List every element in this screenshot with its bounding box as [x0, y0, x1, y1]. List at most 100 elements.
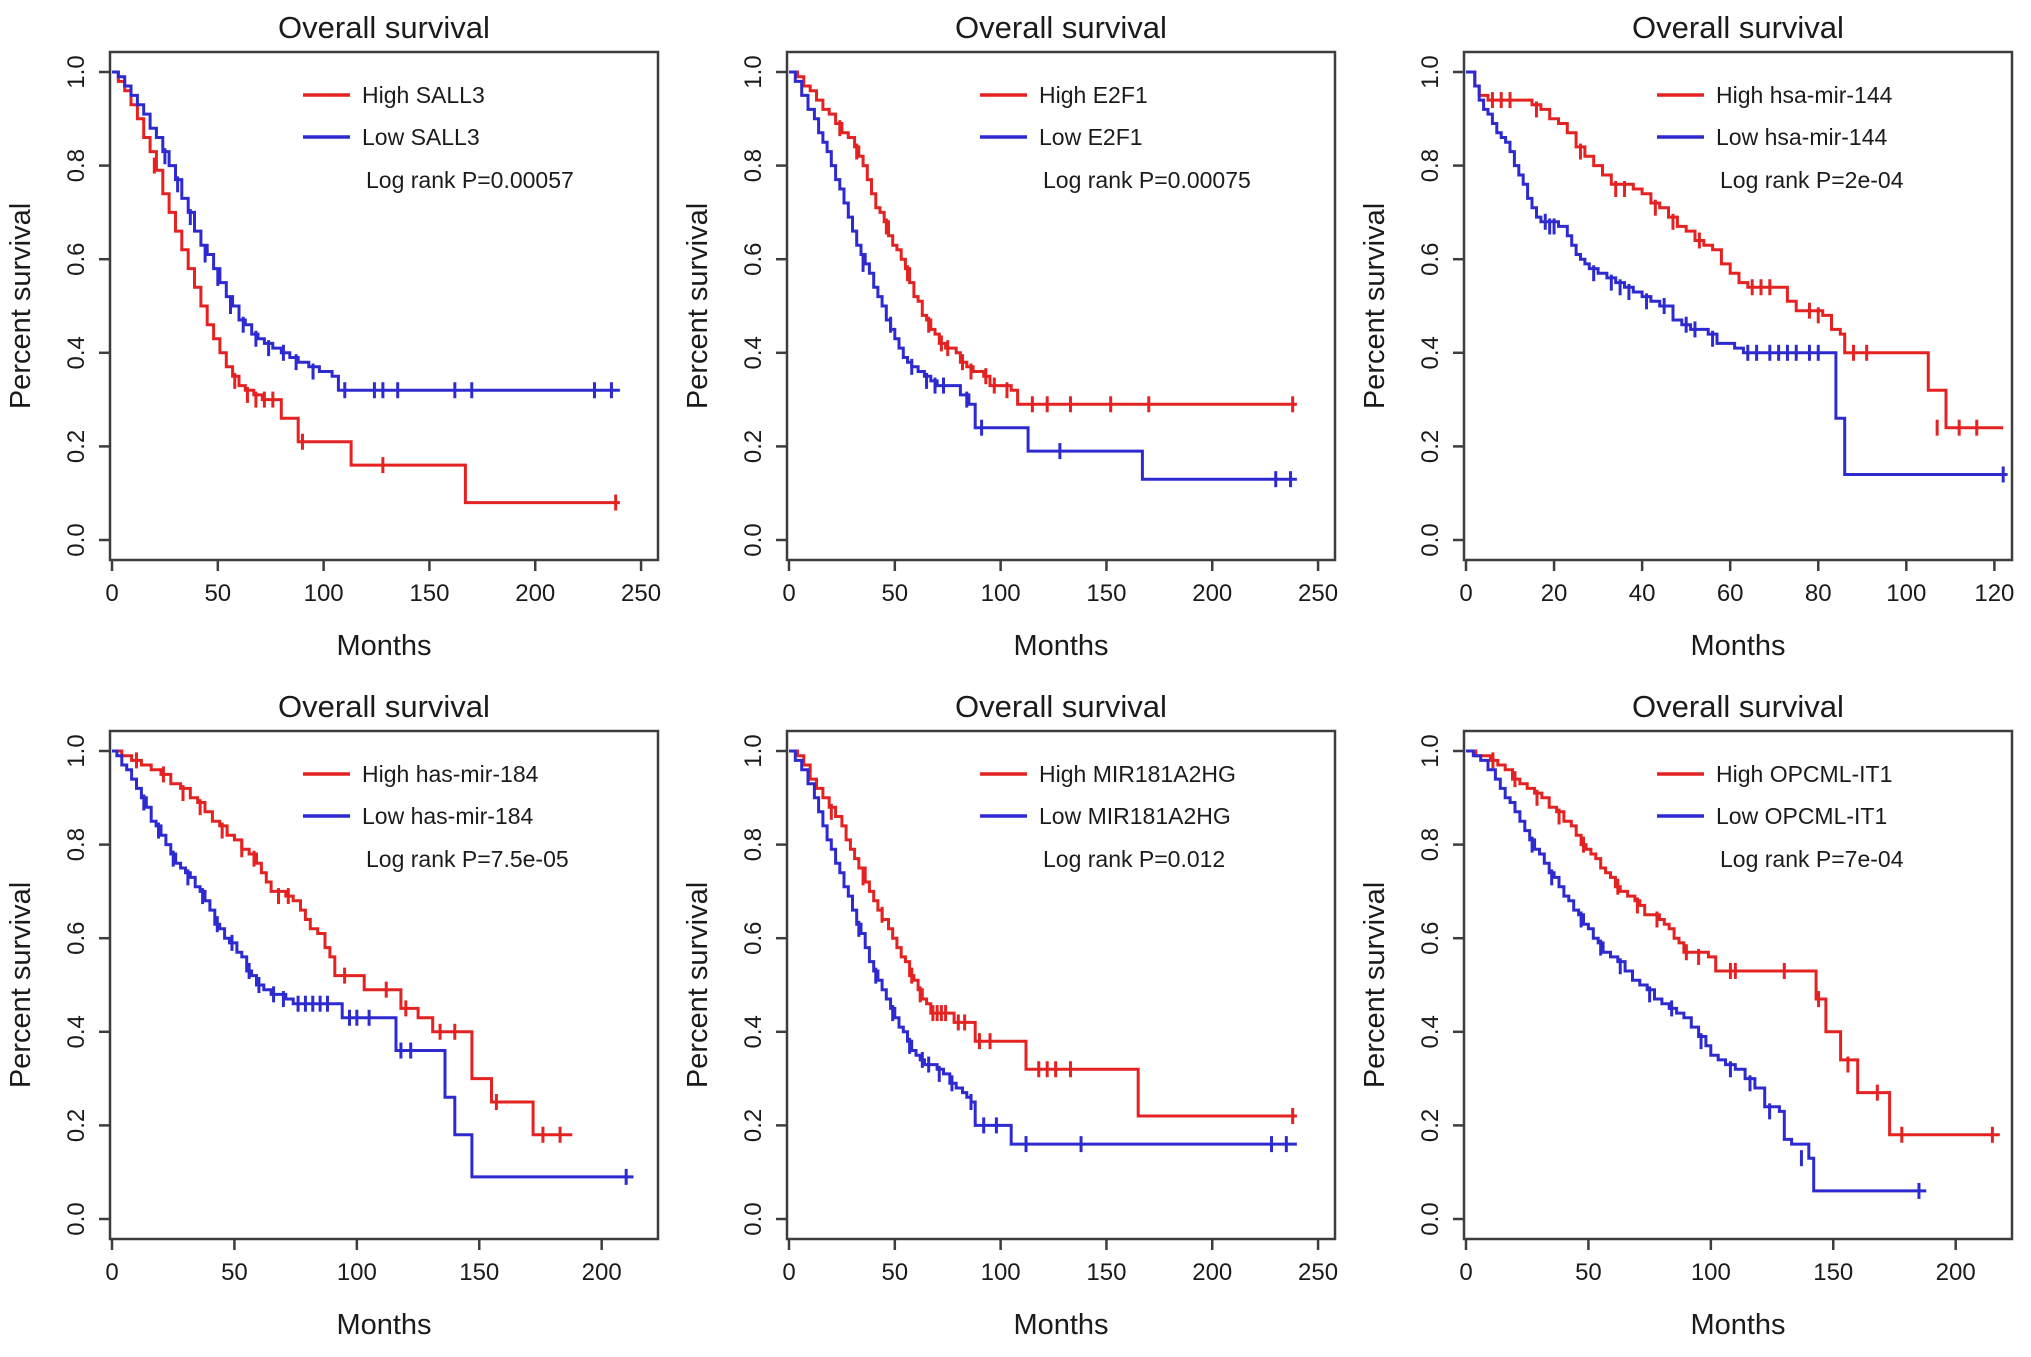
axis-title-y: Percent survival	[5, 203, 37, 409]
censor-marks-low	[1530, 836, 1921, 1199]
legend-label-high: High hsa-mir-144	[1716, 82, 1893, 108]
y-tick-label: 0.6	[63, 243, 90, 276]
y-tick-label: 0.0	[63, 1202, 90, 1235]
high-survival-curve	[1466, 749, 2000, 1137]
censor-marks-low	[861, 255, 1293, 488]
plot-frame	[785, 729, 1337, 1241]
censor-marks-low	[163, 148, 613, 399]
legend: High has-mir-184 Low has-mir-184 Log rank …	[303, 761, 569, 872]
x-tick-label: 120	[1974, 580, 2014, 607]
y-tick-label: 0.6	[740, 922, 767, 955]
x-tick-label: 50	[221, 1259, 248, 1286]
x-tick-label: 0	[782, 580, 795, 607]
legend-label-high: High has-mir-184	[362, 761, 539, 787]
x-tick-label: 50	[1575, 1259, 1602, 1286]
log-rank-p-value: Log rank P=7.5e-05	[366, 846, 569, 872]
y-tick-label: 0.2	[740, 1109, 767, 1142]
legend-label-low: Low E2F1	[1039, 124, 1143, 150]
log-rank-p-value: Log rank P=2e-04	[1720, 167, 1904, 193]
chart-title: Overall survival	[278, 689, 490, 724]
x-tick-label: 0	[782, 1259, 795, 1286]
legend-label-high: High E2F1	[1039, 82, 1148, 108]
x-tick-label: 250	[1298, 580, 1338, 607]
survival-plot-opcml-it1: Overall survival 0.0 0.2 0.4 0.6 0.8 1.0 0 50 100…	[1359, 689, 2014, 1341]
y-tick-label: 0.0	[740, 1202, 767, 1235]
y-tick-label: 1.0	[63, 734, 90, 767]
y-tick-label: 1.0	[1417, 734, 1444, 767]
high-survival-curve	[1466, 70, 2004, 430]
plot-cell-has-mir-184: Overall survival 0.0 0.2 0.4 0.6 0.8 1.0 0 50 100…	[0, 679, 677, 1357]
log-rank-p-value: Log rank P=7e-04	[1720, 846, 1904, 872]
censor-marks-low	[142, 794, 628, 1185]
x-tick-label: 200	[1936, 1259, 1976, 1286]
x-tick-label: 50	[204, 580, 231, 607]
y-tick-label: 0.6	[63, 922, 90, 955]
survival-plot-sall3: Overall survival 0.0 0.2 0.4 0.6 0.8 1.0 0 50 100…	[5, 10, 661, 662]
y-tick-label: 0.8	[740, 149, 767, 182]
plot-cell-opcml-it1: Overall survival 0.0 0.2 0.4 0.6 0.8 1.0 0 50 100…	[1354, 679, 2031, 1357]
y-tick-label: 1.0	[63, 55, 90, 88]
survival-plot-has-mir-184: Overall survival 0.0 0.2 0.4 0.6 0.8 1.0 0 50 100…	[5, 689, 660, 1341]
axis-title-x: Months	[336, 630, 431, 662]
plot-cell-e2f1: Overall survival 0.0 0.2 0.4 0.6 0.8 1.0 0 50 100…	[677, 0, 1354, 678]
y-tick-label: 0.2	[63, 1109, 90, 1142]
high-survival-curve	[112, 70, 620, 505]
y-tick-label: 0.2	[1417, 430, 1444, 463]
plot-cell-mir181a2hg: Overall survival 0.0 0.2 0.4 0.6 0.8 1.0 0 50 100…	[677, 679, 1354, 1357]
y-tick-label: 0.4	[63, 1015, 90, 1048]
x-tick-label: 150	[459, 1259, 499, 1286]
x-tick-label: 50	[881, 1259, 908, 1286]
censor-marks-high	[1490, 92, 1979, 436]
chart-title: Overall survival	[955, 689, 1167, 724]
legend-label-low: Low has-mir-184	[362, 803, 533, 829]
x-tick-label: 100	[304, 580, 344, 607]
legend-label-low: Low SALL3	[362, 124, 480, 150]
y-tick-label: 0.4	[63, 336, 90, 369]
x-tick-label: 200	[1192, 580, 1232, 607]
legend: High SALL3 Low SALL3 Log rank P=0.00057	[303, 82, 574, 193]
x-tick-label: 0	[1459, 1259, 1472, 1286]
plot-cell-hsa-mir-144: Overall survival 0.0 0.2 0.4 0.6 0.8 1.0 0 20 40 6…	[1354, 0, 2031, 678]
x-tick-label: 150	[409, 580, 449, 607]
high-survival-curve	[112, 749, 573, 1137]
low-survival-curve	[789, 70, 1297, 481]
x-tick-label: 250	[621, 580, 661, 607]
x-tick-label: 100	[1886, 580, 1926, 607]
x-tick-label: 0	[105, 580, 118, 607]
low-survival-curve	[1466, 70, 2008, 476]
chart-title: Overall survival	[1632, 10, 1844, 45]
censor-marks-low	[1543, 213, 2005, 483]
high-survival-curve	[789, 70, 1297, 406]
plot-cell-sall3: Overall survival 0.0 0.2 0.4 0.6 0.8 1.0 0 50 100…	[0, 0, 677, 678]
plot-frame	[785, 50, 1337, 562]
high-survival-curve	[789, 749, 1297, 1118]
axis-title-y: Percent survival	[5, 882, 37, 1088]
x-tick-label: 150	[1086, 580, 1126, 607]
legend: High OPCML-IT1 Low OPCML-IT1 Log rank P=7e…	[1657, 761, 1904, 872]
y-tick-label: 1.0	[740, 734, 767, 767]
censor-marks-low	[857, 920, 1288, 1153]
axis-title-y: Percent survival	[682, 882, 714, 1088]
x-tick-label: 0	[105, 1259, 118, 1286]
plot-frame	[108, 729, 660, 1241]
x-tick-label: 150	[1086, 1259, 1126, 1286]
y-tick-label: 0.0	[740, 523, 767, 556]
y-tick-label: 0.4	[740, 336, 767, 369]
x-tick-label: 80	[1805, 580, 1832, 607]
axis-title-y: Percent survival	[1359, 882, 1391, 1088]
plot-frame	[1462, 729, 2014, 1241]
y-tick-label: 0.4	[1417, 1015, 1444, 1048]
x-tick-label: 200	[1192, 1259, 1232, 1286]
chart-title: Overall survival	[955, 10, 1167, 45]
y-tick-label: 1.0	[1417, 55, 1444, 88]
y-tick-label: 0.8	[1417, 149, 1444, 182]
plot-frame	[108, 50, 660, 562]
y-tick-label: 0.2	[63, 430, 90, 463]
x-tick-label: 150	[1813, 1259, 1853, 1286]
x-tick-label: 60	[1717, 580, 1744, 607]
survival-plot-hsa-mir-144: Overall survival 0.0 0.2 0.4 0.6 0.8 1.0 0 20 40 6…	[1359, 10, 2014, 662]
x-tick-label: 50	[881, 580, 908, 607]
axis-title-x: Months	[1013, 630, 1108, 662]
y-tick-label: 0.6	[1417, 243, 1444, 276]
